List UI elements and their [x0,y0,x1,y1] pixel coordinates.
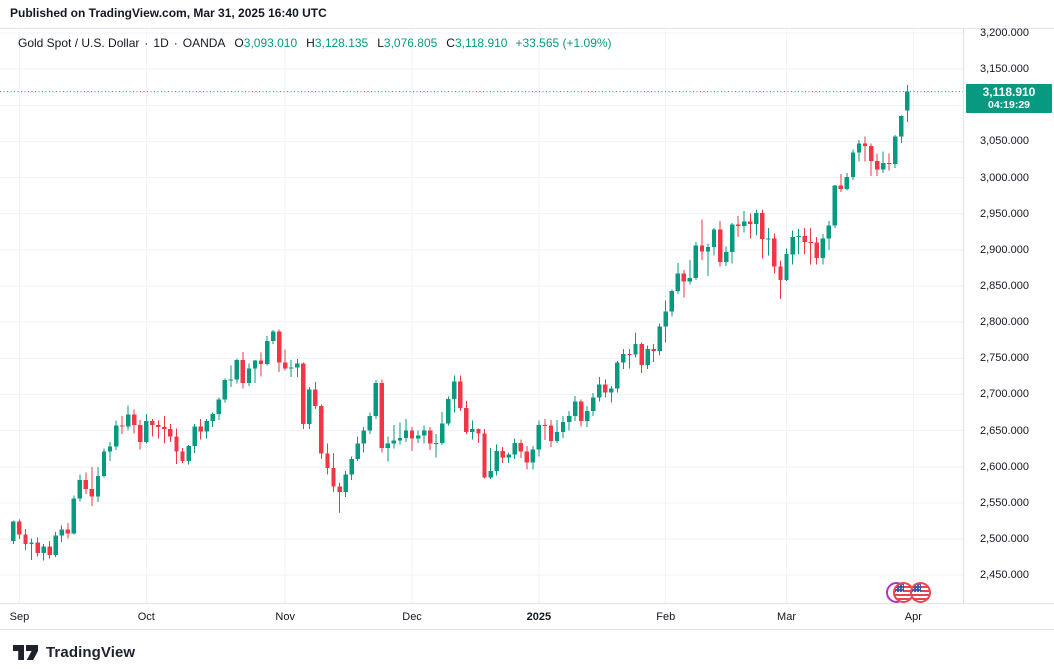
us-flag-event-icon[interactable] [893,582,914,603]
price-axis-label: 3,050.000 [980,135,1029,148]
interval-label[interactable]: 1D [153,36,169,50]
price-axis-label: 3,150.000 [980,63,1029,76]
chart-bottom-border [0,629,1054,630]
price-axis-label: 2,750.000 [980,352,1029,365]
time-axis-label: Apr [904,611,922,623]
published-caption: Published on TradingView.com, Mar 31, 20… [10,6,327,20]
exchange-label[interactable]: OANDA [182,36,226,50]
price-axis-label: 3,200.000 [980,27,1029,39]
symbol-legend: Gold Spot / U.S. Dollar · 1D · OANDA O3,… [18,36,612,50]
ohlc-open: O3,093.010 [234,36,298,50]
brand-name: TradingView [46,643,136,661]
price-axis-label: 2,700.000 [980,388,1029,401]
time-axis-label: Oct [137,611,155,623]
price-axis-label: 2,800.000 [980,316,1029,329]
time-axis-border [0,603,1054,604]
chart-top-border [0,28,1054,29]
time-axis-label: Dec [402,611,422,623]
time-axis-label: Nov [275,611,295,623]
price-axis-label: 2,900.000 [980,243,1029,256]
price-axis-label: 2,950.000 [980,207,1029,220]
current-price-value: 3,118.910 [982,84,1036,99]
bar-countdown-timer: 04:19:29 [987,99,1031,112]
flag-canton [912,584,921,592]
time-axis-label: Sep [9,611,30,623]
price-axis-label: 2,500.000 [980,533,1029,546]
current-price-badge: 3,118.910 04:19:29 [966,84,1052,113]
economic-events-group[interactable] [884,582,940,606]
us-flag-event-icon[interactable] [910,582,931,603]
price-axis-label: 2,650.000 [980,424,1029,437]
price-axis-label: 2,850.000 [980,280,1029,293]
time-axis-label: Mar [777,611,796,623]
ohlc-close: C3,118.910 [446,36,508,50]
price-axis-border [963,28,964,603]
price-axis-label: 2,600.000 [980,460,1029,473]
legend-separator: · [173,36,178,50]
time-axis-label: 2025 [526,611,552,623]
candlestick-chart-canvas[interactable] [0,28,963,603]
price-axis-label: 3,000.000 [980,171,1029,184]
tradingview-logo-icon [13,644,38,660]
time-axis-label: Feb [656,611,676,623]
ohlc-low: L3,076.805 [377,36,438,50]
ohlc-high: H3,128.135 [306,36,369,50]
time-axis[interactable]: Sep Oct Nov Dec 2025 Feb Mar Apr [0,603,1054,628]
price-axis[interactable]: 3,200.000 3,150.000 3,050.000 3,000.000 2,95… [963,27,1054,603]
price-axis-label: 2,450.000 [980,569,1029,582]
change-label: +33.565 (+1.09%) [515,36,612,50]
price-axis-label: 2,550.000 [980,496,1029,509]
flag-canton [895,584,904,592]
tradingview-attribution[interactable]: TradingView [12,640,135,664]
symbol-title[interactable]: Gold Spot / U.S. Dollar [18,36,140,50]
legend-separator: · [144,36,149,50]
